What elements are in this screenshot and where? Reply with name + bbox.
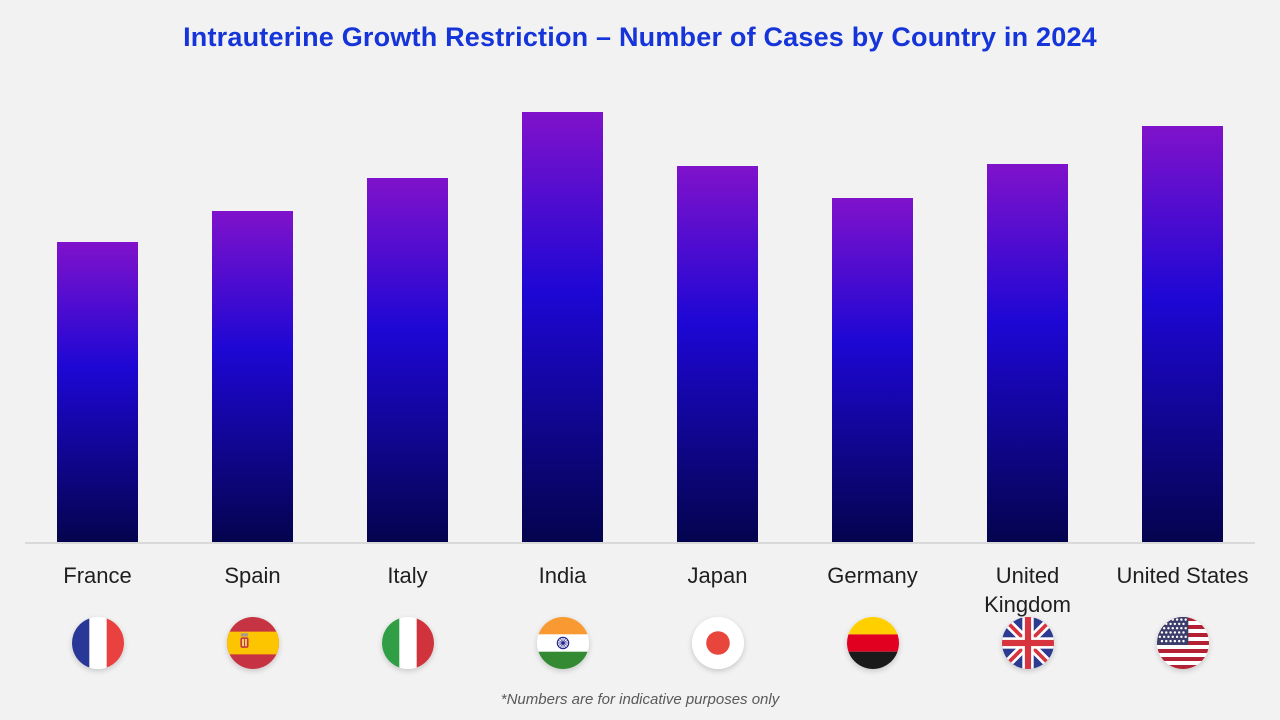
germany-flag-icon xyxy=(846,617,899,669)
united-states-flag-icon xyxy=(1156,617,1209,669)
x-axis-label-spain: Spain xyxy=(224,563,281,588)
bar-column-spain xyxy=(175,211,330,542)
japan-flag-icon xyxy=(691,617,744,669)
x-axis-label-india: India xyxy=(538,563,587,588)
flag-column-spain xyxy=(175,617,330,669)
x-axis-label-united-kingdom: United Kingdom xyxy=(984,563,1071,618)
bar-spain[interactable] xyxy=(212,211,293,542)
x-axis-line xyxy=(25,542,1255,544)
bar-india[interactable] xyxy=(522,112,603,542)
x-axis-label-france: France xyxy=(63,563,132,588)
flag-column-italy xyxy=(330,617,485,669)
bar-column-united-kingdom xyxy=(950,164,1105,542)
bar-united-states[interactable] xyxy=(1142,126,1223,542)
bar-column-italy xyxy=(330,178,485,542)
bar-japan[interactable] xyxy=(677,166,758,542)
x-axis-label-italy: Italy xyxy=(387,563,428,588)
x-axis-label-japan: Japan xyxy=(687,563,748,588)
flags-row xyxy=(20,617,1260,669)
chart-plot-area xyxy=(20,110,1260,542)
bar-france[interactable] xyxy=(57,242,138,542)
bar-column-united-states xyxy=(1105,126,1260,542)
flag-column-india xyxy=(485,617,640,669)
bar-italy[interactable] xyxy=(367,178,448,542)
bar-column-japan xyxy=(640,166,795,542)
chart-title: Intrauterine Growth Restriction – Number… xyxy=(183,22,1097,52)
united-kingdom-flag-icon xyxy=(1001,617,1054,669)
spain-flag-icon xyxy=(226,617,279,669)
x-axis-label-united-states: United States xyxy=(1116,563,1249,588)
bar-united-kingdom[interactable] xyxy=(987,164,1068,542)
france-flag-icon xyxy=(71,617,124,669)
flag-column-united-states xyxy=(1105,617,1260,669)
flag-column-germany xyxy=(795,617,950,669)
footnote: *Numbers are for indicative purposes onl… xyxy=(500,691,780,708)
india-flag-icon xyxy=(536,617,589,669)
bar-germany[interactable] xyxy=(832,198,913,542)
x-axis-label-germany: Germany xyxy=(827,563,918,588)
bar-column-france xyxy=(20,242,175,542)
bar-column-germany xyxy=(795,198,950,542)
flag-column-france xyxy=(20,617,175,669)
flag-column-united-kingdom xyxy=(950,617,1105,669)
flag-column-japan xyxy=(640,617,795,669)
x-axis-labels-row: France Spain Italy India Japan Germany United … xyxy=(20,544,1260,617)
bar-column-india xyxy=(485,112,640,542)
italy-flag-icon xyxy=(381,617,434,669)
